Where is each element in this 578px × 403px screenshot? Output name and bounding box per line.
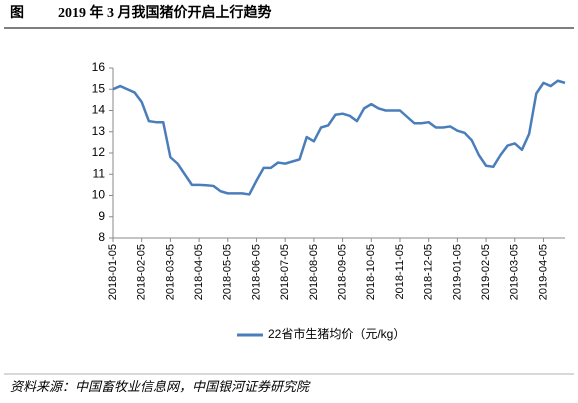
x-tick-label: 2018-08-05 xyxy=(308,244,320,300)
y-tick-label: 16 xyxy=(92,60,106,74)
figure-label: 图 xyxy=(10,5,24,21)
x-tick-label: 2018-07-05 xyxy=(279,244,291,300)
y-tick-label: 13 xyxy=(92,124,106,138)
y-tick-label: 14 xyxy=(92,103,106,117)
x-tick-label: 2018-11-05 xyxy=(394,244,406,299)
y-tick-label: 11 xyxy=(93,166,106,180)
x-tick-label: 2019-03-05 xyxy=(509,244,521,300)
source: 资料来源：中国畜牧业信息网，中国银河证券研究院 xyxy=(10,379,311,394)
y-tick-label: 15 xyxy=(92,81,106,95)
x-tick-label: 2018-05-05 xyxy=(222,244,234,300)
x-tick-label: 2018-01-05 xyxy=(107,244,119,300)
y-tick-label: 12 xyxy=(92,145,106,159)
chart-title: 2019 年 3 月我国猪价开启上行趋势 xyxy=(58,4,272,21)
y-tick-label: 8 xyxy=(98,230,105,244)
x-tick-label: 2019-02-05 xyxy=(480,244,492,300)
x-tick-label: 2018-12-05 xyxy=(423,244,435,300)
legend-label: 22省市生猪均价（元/kg） xyxy=(268,326,405,341)
x-tick-label: 2018-06-05 xyxy=(250,244,262,300)
y-tick-label: 10 xyxy=(92,188,106,202)
x-tick-label: 2018-10-05 xyxy=(365,244,377,300)
x-tick-label: 2018-03-05 xyxy=(164,244,176,300)
x-tick-label: 2019-04-05 xyxy=(537,244,549,300)
x-tick-label: 2018-02-05 xyxy=(136,244,148,300)
y-tick-label: 9 xyxy=(98,209,105,223)
x-tick-label: 2018-09-05 xyxy=(336,244,348,300)
x-tick-label: 2019-01-05 xyxy=(451,244,463,300)
line xyxy=(112,79,566,196)
x-tick-label: 2018-04-05 xyxy=(193,244,205,300)
